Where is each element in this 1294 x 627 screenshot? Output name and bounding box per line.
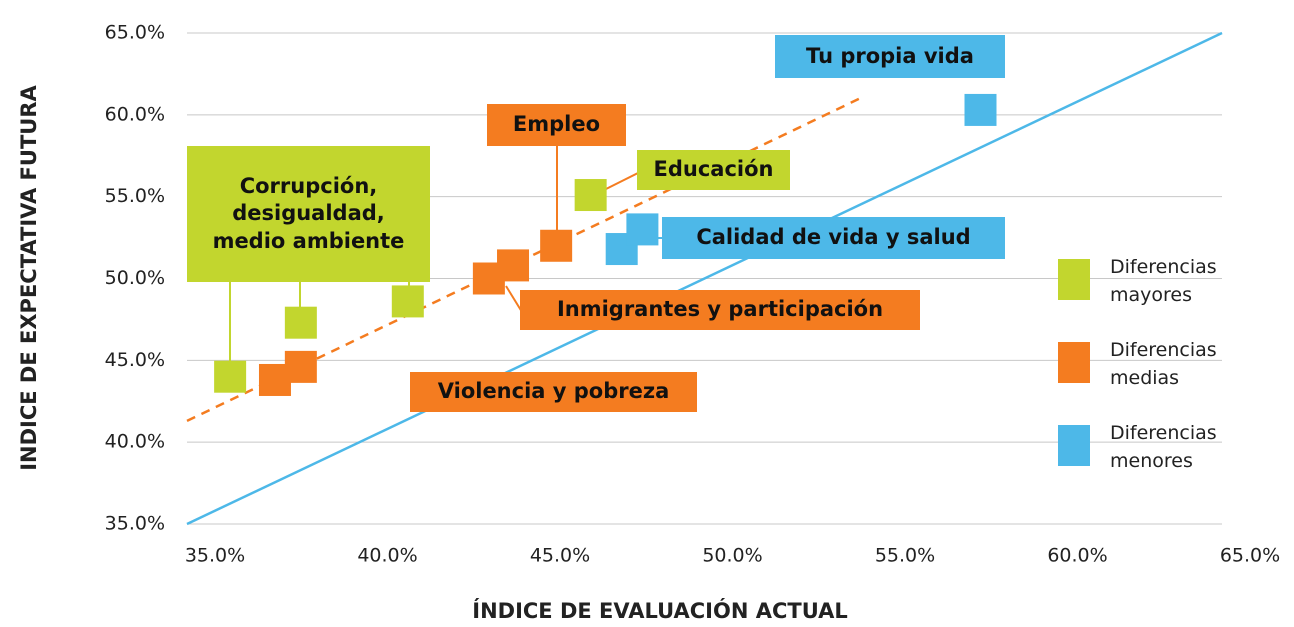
point — [626, 213, 659, 246]
x-tick-label: 65.0% — [1220, 545, 1280, 567]
legend-swatch — [1058, 425, 1090, 466]
annotation: Empleo — [487, 104, 626, 146]
reference-line — [186, 31, 1223, 526]
y-tick-label: 45.0% — [105, 349, 165, 371]
annotation: Tu propia vida — [775, 35, 1005, 78]
y-tick-label: 40.0% — [105, 431, 165, 453]
legend-label: Diferencias menores — [1110, 422, 1217, 472]
point — [391, 285, 424, 318]
x-tick-label: 35.0% — [185, 545, 245, 567]
y-tick-label: 50.0% — [105, 267, 165, 289]
point — [964, 93, 997, 126]
y-tick-label: 55.0% — [105, 185, 165, 207]
x-tick-label: 55.0% — [875, 545, 935, 567]
y-tick-label: 60.0% — [105, 103, 165, 125]
legend-label: Diferencias medias — [1110, 339, 1217, 389]
legend-swatch — [1058, 259, 1090, 300]
point — [497, 249, 530, 282]
annotation: Corrupción, desigualdad, medio ambiente — [187, 146, 430, 282]
annotation: Educación — [637, 150, 790, 190]
y-tick-label: 65.0% — [105, 22, 165, 44]
leader-line — [505, 285, 523, 313]
point — [284, 350, 317, 383]
point — [284, 306, 317, 339]
x-tick-label: 40.0% — [357, 545, 417, 567]
point — [574, 179, 607, 212]
point — [214, 360, 247, 393]
x-axis-title: ÍNDICE DE EVALUACIÓN ACTUAL — [472, 598, 848, 623]
annotation: Inmigrantes y participación — [520, 290, 920, 330]
legend-swatch — [1058, 342, 1090, 383]
point — [540, 229, 573, 262]
x-tick-label: 45.0% — [530, 545, 590, 567]
y-axis-title: INDICE DE EXPECTATIVA FUTURA — [17, 85, 41, 471]
x-tick-label: 60.0% — [1047, 545, 1107, 567]
annotation: Violencia y pobreza — [410, 372, 697, 412]
annotation: Calidad de vida y salud — [662, 217, 1005, 259]
legend-label: Diferencias mayores — [1110, 256, 1217, 306]
y-tick-label: 35.0% — [105, 513, 165, 535]
x-tick-label: 50.0% — [702, 545, 762, 567]
